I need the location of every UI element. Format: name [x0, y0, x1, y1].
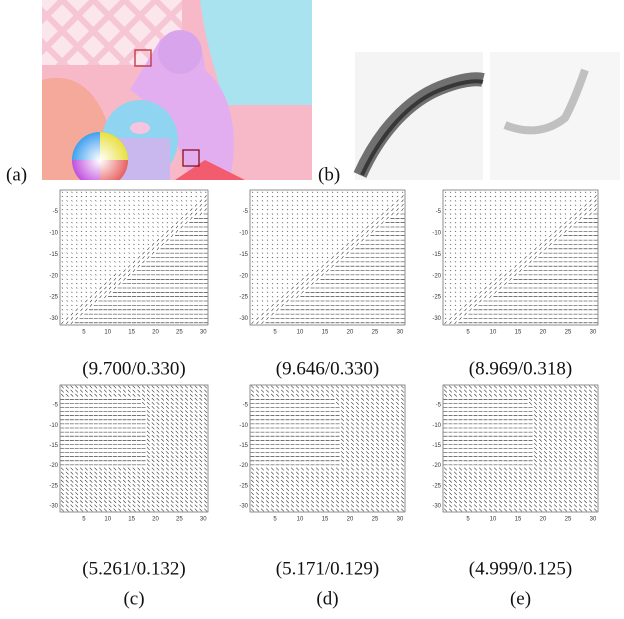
y-tick-label: -25: [239, 295, 248, 301]
x-tick-label: 15: [515, 517, 522, 523]
y-tick-label: -10: [239, 423, 248, 429]
caption: (5.261/0.132): [82, 558, 185, 579]
x-tick-label: 10: [490, 517, 497, 523]
x-tick-label: 5: [82, 330, 86, 336]
x-tick-label: 25: [176, 517, 183, 523]
quiver-field: [250, 385, 404, 512]
y-tick-label: -20: [49, 463, 58, 469]
x-tick-label: 20: [152, 517, 159, 523]
y-tick-label: -5: [436, 209, 442, 215]
x-tick-label: 5: [466, 517, 470, 523]
x-tick-label: 30: [590, 330, 597, 336]
y-tick-label: -15: [49, 443, 58, 449]
y-tick-label: -5: [53, 403, 59, 409]
x-tick-label: 20: [347, 330, 354, 336]
caption: (9.646/0.330): [276, 358, 379, 379]
x-tick-label: 20: [347, 517, 354, 523]
panel-label: (b): [318, 164, 340, 185]
panel-label: (a): [6, 164, 27, 185]
y-tick-label: -25: [432, 483, 441, 489]
y-tick-label: -5: [243, 209, 249, 215]
x-tick-label: 25: [372, 517, 379, 523]
quiver-field: [60, 385, 208, 512]
y-tick-label: -15: [432, 252, 441, 258]
y-tick-label: -20: [49, 273, 58, 279]
x-tick-label: 25: [372, 330, 379, 336]
y-tick-label: -10: [432, 423, 441, 429]
quiver-field: [444, 191, 598, 325]
quiver-field: [61, 191, 208, 325]
x-tick-label: 20: [540, 330, 547, 336]
caption: (9.700/0.330): [82, 358, 185, 379]
quiver-field: [251, 191, 405, 325]
y-tick-label: -20: [239, 273, 248, 279]
x-tick-label: 5: [273, 517, 277, 523]
y-tick-label: -20: [239, 463, 248, 469]
quiver-field: [443, 385, 597, 512]
column-label: (d): [316, 588, 338, 609]
y-tick-label: -20: [432, 273, 441, 279]
column-label: (c): [123, 588, 144, 609]
x-tick-label: 15: [322, 517, 329, 523]
caption: (8.969/0.318): [469, 358, 572, 379]
x-tick-label: 30: [200, 330, 207, 336]
x-tick-label: 5: [273, 330, 277, 336]
y-tick-label: -25: [49, 483, 58, 489]
y-tick-label: -15: [239, 252, 248, 258]
x-tick-label: 25: [565, 517, 572, 523]
y-tick-label: -15: [239, 443, 248, 449]
y-tick-label: -30: [432, 316, 441, 322]
y-tick-label: -5: [243, 403, 249, 409]
y-tick-label: -25: [432, 295, 441, 301]
y-tick-label: -10: [49, 230, 58, 236]
x-tick-label: 5: [466, 330, 470, 336]
patch-left: [353, 52, 485, 180]
x-tick-label: 30: [200, 517, 207, 523]
x-tick-label: 20: [540, 517, 547, 523]
x-tick-label: 10: [490, 330, 497, 336]
y-tick-label: -30: [239, 504, 248, 510]
x-tick-label: 15: [128, 517, 135, 523]
caption: (5.171/0.129): [276, 558, 379, 579]
flow-image: [42, 0, 312, 180]
y-tick-label: -25: [49, 295, 58, 301]
x-tick-label: 20: [152, 330, 159, 336]
x-tick-label: 5: [82, 517, 86, 523]
patch-right: [490, 52, 620, 180]
x-tick-label: 15: [515, 330, 522, 336]
x-tick-label: 25: [176, 330, 183, 336]
x-tick-label: 30: [590, 517, 597, 523]
y-tick-label: -25: [239, 483, 248, 489]
x-tick-label: 10: [104, 517, 111, 523]
x-tick-label: 30: [397, 517, 404, 523]
y-tick-label: -5: [436, 403, 442, 409]
y-tick-label: -15: [49, 252, 58, 258]
y-tick-label: -10: [432, 230, 441, 236]
column-label: (e): [510, 588, 531, 609]
caption: (4.999/0.125): [469, 558, 572, 579]
x-tick-label: 25: [565, 330, 572, 336]
x-tick-label: 30: [397, 330, 404, 336]
x-tick-label: 10: [297, 517, 304, 523]
y-tick-label: -30: [49, 504, 58, 510]
y-tick-label: -10: [239, 230, 248, 236]
x-tick-label: 15: [322, 330, 329, 336]
y-tick-label: -30: [49, 316, 58, 322]
x-tick-label: 10: [104, 330, 111, 336]
x-tick-label: 15: [128, 330, 135, 336]
y-tick-label: -10: [49, 423, 58, 429]
y-tick-label: -15: [432, 443, 441, 449]
x-tick-label: 10: [297, 330, 304, 336]
y-tick-label: -30: [239, 316, 248, 322]
y-tick-label: -30: [432, 504, 441, 510]
y-tick-label: -5: [53, 209, 59, 215]
y-tick-label: -20: [432, 463, 441, 469]
